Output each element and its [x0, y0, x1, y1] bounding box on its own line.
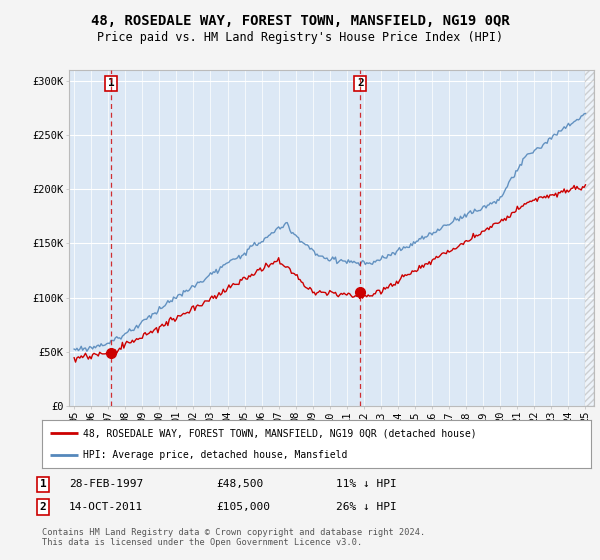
Text: 1: 1 [107, 78, 115, 88]
Text: 26% ↓ HPI: 26% ↓ HPI [336, 502, 397, 512]
Text: 28-FEB-1997: 28-FEB-1997 [69, 479, 143, 489]
Text: 2: 2 [357, 78, 364, 88]
Text: 14-OCT-2011: 14-OCT-2011 [69, 502, 143, 512]
Text: £48,500: £48,500 [216, 479, 263, 489]
Text: Contains HM Land Registry data © Crown copyright and database right 2024.
This d: Contains HM Land Registry data © Crown c… [42, 528, 425, 547]
Text: 11% ↓ HPI: 11% ↓ HPI [336, 479, 397, 489]
Text: Price paid vs. HM Land Registry's House Price Index (HPI): Price paid vs. HM Land Registry's House … [97, 31, 503, 44]
Text: 48, ROSEDALE WAY, FOREST TOWN, MANSFIELD, NG19 0QR (detached house): 48, ROSEDALE WAY, FOREST TOWN, MANSFIELD… [83, 428, 477, 438]
Text: £105,000: £105,000 [216, 502, 270, 512]
Text: HPI: Average price, detached house, Mansfield: HPI: Average price, detached house, Mans… [83, 450, 347, 460]
Text: 2: 2 [40, 502, 47, 512]
Text: 1: 1 [40, 479, 47, 489]
Text: 48, ROSEDALE WAY, FOREST TOWN, MANSFIELD, NG19 0QR: 48, ROSEDALE WAY, FOREST TOWN, MANSFIELD… [91, 14, 509, 28]
